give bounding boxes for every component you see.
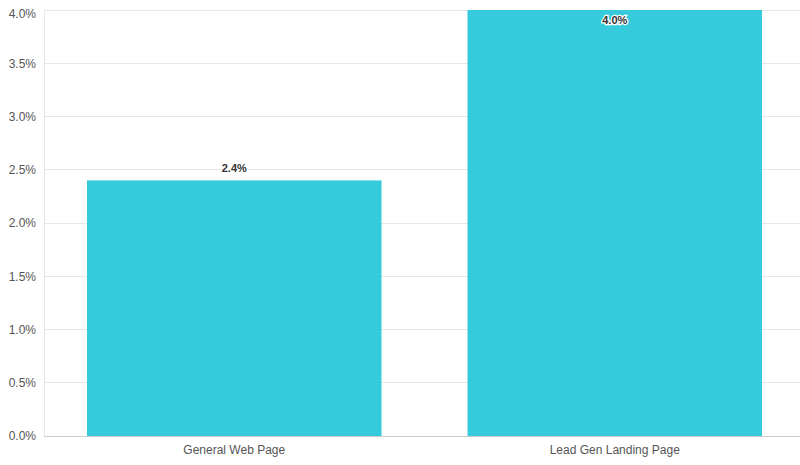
x-axis: General Web Page Lead Gen Landing Page (45, 436, 800, 457)
bar (467, 10, 762, 436)
y-tick-label: 3.0% (9, 110, 37, 124)
x-tick: Lead Gen Landing Page (550, 436, 680, 457)
y-tick-label: 0.0% (9, 429, 37, 443)
x-tick-label: Lead Gen Landing Page (550, 443, 680, 457)
y-tick-label: 3.5% (9, 57, 37, 71)
y-tick: 1.5% (9, 270, 44, 284)
y-tick: 1.0% (9, 323, 44, 337)
y-axis: 0.0% 0.5% 1.0% 1.5% 2.0% 2.5% 3.0% 3.5% 4.0% (9, 7, 45, 444)
bars (87, 10, 762, 436)
y-tick-label: 0.5% (9, 376, 37, 390)
y-tick: 4.0% (9, 7, 44, 21)
x-axis-line (45, 436, 800, 437)
y-tick-label: 4.0% (9, 7, 37, 21)
y-tick: 3.0% (9, 110, 44, 124)
y-tick-label: 1.5% (9, 270, 37, 284)
y-tick: 2.0% (9, 216, 44, 230)
data-label: 4.0% (602, 14, 627, 26)
y-tick: 3.5% (9, 57, 44, 71)
x-tick-label: General Web Page (183, 443, 285, 457)
y-tick-label: 1.0% (9, 323, 37, 337)
grid (44, 10, 800, 436)
data-labels: 2.4% 4.0% (222, 14, 628, 174)
x-tick: General Web Page (183, 436, 285, 457)
y-tick-label: 2.0% (9, 216, 37, 230)
data-label: 2.4% (222, 162, 247, 174)
y-tick: 0.5% (9, 376, 44, 390)
y-axis-line (44, 11, 45, 437)
bar (87, 180, 382, 436)
y-tick: 0.0% (9, 429, 44, 443)
y-tick: 2.5% (9, 163, 44, 177)
chart: 0.0% 0.5% 1.0% 1.5% 2.0% 2.5% 3.0% 3.5% 4.0% Gene… (0, 0, 800, 465)
y-tick-label: 2.5% (9, 163, 37, 177)
